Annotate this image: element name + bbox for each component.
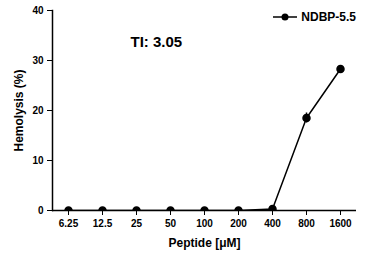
svg-text:800: 800	[298, 218, 315, 229]
svg-text:50: 50	[165, 218, 177, 229]
svg-text:200: 200	[230, 218, 247, 229]
svg-text:40: 40	[32, 5, 44, 16]
svg-text:1600: 1600	[329, 218, 352, 229]
svg-text:25: 25	[131, 218, 143, 229]
svg-text:30: 30	[32, 55, 44, 66]
svg-text:20: 20	[32, 105, 44, 116]
svg-text:Peptide [μM]: Peptide [μM]	[168, 236, 240, 250]
svg-text:0: 0	[38, 205, 44, 216]
svg-text:400: 400	[264, 218, 281, 229]
svg-text:12.5: 12.5	[93, 218, 113, 229]
html-text:NDBP-5.5: NDBP-5.5	[301, 10, 356, 24]
svg-text:TI: 3.05: TI: 3.05	[131, 33, 183, 50]
svg-text:100: 100	[196, 218, 213, 229]
svg-text:6.25: 6.25	[59, 218, 79, 229]
svg-text:10: 10	[32, 155, 44, 166]
svg-text:Hemolysis (%): Hemolysis (%)	[12, 69, 26, 151]
